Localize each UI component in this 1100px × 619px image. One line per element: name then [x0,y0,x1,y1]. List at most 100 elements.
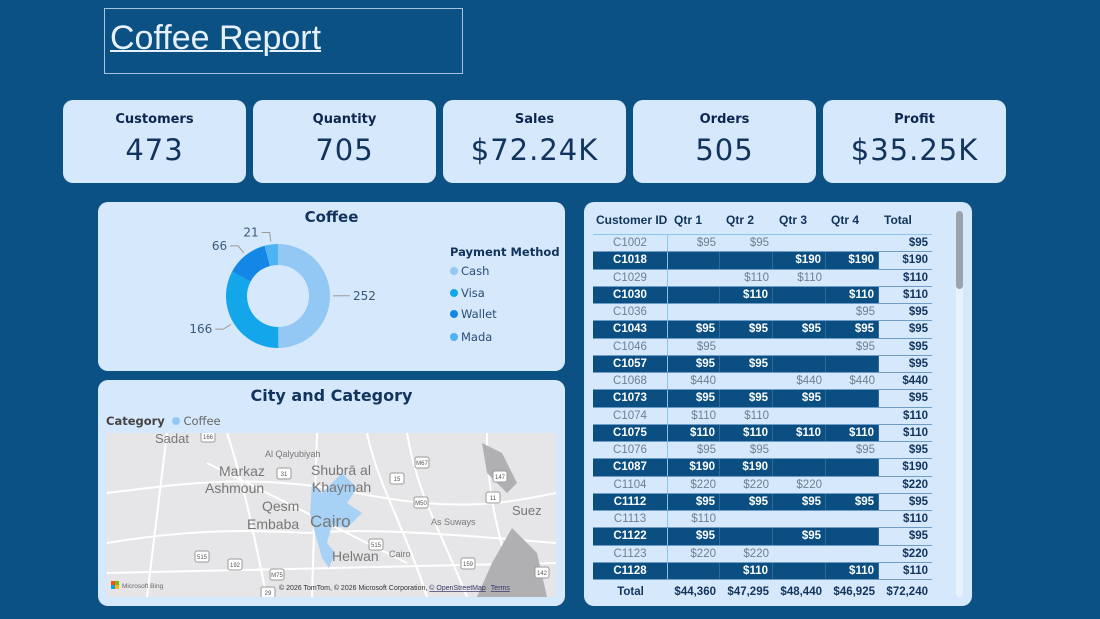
donut-slice-mada[interactable] [264,244,278,267]
legend-item-wallet[interactable]: Wallet [450,307,497,321]
svg-text:Microsoft Bing: Microsoft Bing [122,583,164,590]
qtr4-cell: $95 [855,444,875,456]
table-scrollbar-thumb[interactable] [956,211,963,289]
total-cell: $220 [902,478,928,491]
data-label: 21 [243,226,258,240]
map-coffee-region[interactable] [310,473,362,568]
table-row[interactable]: C1123 $220 $220 $220 [593,545,932,563]
svg-text:Embaba: Embaba [247,516,299,532]
svg-text:31: 31 [281,472,288,478]
map-legend-label: Category [106,414,165,428]
qtr1-cell [668,286,720,303]
qtr1-cell [668,562,720,579]
qtr4-cell: $95 [855,340,875,353]
legend-item-visa[interactable]: Visa [450,286,485,300]
svg-text:Helwan: Helwan [332,548,379,564]
column-header-customer-id[interactable]: Customer ID [596,213,668,227]
map-view[interactable]: Sadat Al Qalyubiyah Markaz Ashmoun Shubr… [107,433,556,597]
customer-id-cell: C1073 [593,390,668,407]
table-row[interactable]: C1030 $110 $110 $110 [593,286,932,304]
osm-link[interactable]: © OpenStreetMap [429,584,486,592]
qtr3-cell [773,355,826,372]
qtr3-cell [773,546,826,562]
qtr3-cell [773,339,826,355]
qtr1-cell: $44,360 [674,586,716,598]
legend-dot [450,310,458,318]
total-cell: $220 [902,547,928,560]
column-header-qtr1[interactable]: Qtr 1 [674,213,703,227]
table-row[interactable]: C1068 $440 $440 $440 $440 [593,373,932,391]
table-scrollbar-track[interactable] [956,211,963,597]
qtr3-cell: $95 [773,390,826,407]
customer-id-cell: C1123 [593,545,668,562]
table-row[interactable]: C1046 $95 $95 $95 [593,338,932,356]
column-header-qtr2[interactable]: Qtr 2 [726,213,755,227]
qtr4-cell [826,355,879,372]
donut-slice-visa[interactable] [226,271,279,348]
table-row[interactable]: C1076 $95 $95 $95 $95 [593,442,932,460]
report-title: Coffee Report [110,19,322,57]
table-row[interactable]: C1128 $110 $110 $110 [593,562,932,580]
qtr3-cell [773,442,826,458]
donut-slice-wallet[interactable] [232,245,270,282]
qtr2-cell: $95 [720,355,773,372]
column-header-qtr4[interactable]: Qtr 4 [831,213,860,227]
data-label: 66 [212,239,227,253]
kpi-value: $35.25K [850,133,979,167]
legend-dot [450,333,458,341]
map-labels: Sadat Al Qalyubiyah Markaz Ashmoun Shubr… [155,433,542,564]
table-row[interactable]: C1018 $190 $190 $190 [593,252,932,270]
table-row[interactable]: C1075 $110 $110 $110 $110 $110 [593,424,932,442]
table-row[interactable]: C1029 $110 $110 $110 [593,269,932,287]
svg-text:Al Qalyubiyah: Al Qalyubiyah [265,449,321,459]
customer-id-cell: C1030 [593,286,668,303]
data-label: 252 [353,289,376,303]
qtr3-cell: $440 [796,375,822,387]
table-total-row[interactable]: Total $44,360 $47,295 $48,440 $46,925 $72,240 [593,581,932,603]
table-row[interactable]: C1043 $95 $95 $95 $95 $95 [593,321,932,339]
svg-text:Ashmoun: Ashmoun [205,480,264,496]
total-cell: $110 [903,409,928,422]
qtr3-cell: $95 [773,321,826,338]
table-row[interactable]: C1036 $95 $95 [593,304,932,322]
qtr1-cell [668,270,720,286]
qtr4-cell [826,390,879,407]
map-legend-item: Coffee [183,414,221,428]
total-cell: $110 [903,288,928,301]
map-attribution: © 2026 TomTom, © 2026 Microsoft Corporat… [279,584,510,592]
svg-text:15: 15 [394,477,401,483]
donut-chart[interactable]: 252 166 66 21 [98,202,565,371]
table-row[interactable]: C1002 $95 $95 $95 [593,235,932,253]
column-header-qtr3[interactable]: Qtr 3 [779,213,808,227]
table-row[interactable]: C1087 $190 $190 $190 [593,459,932,477]
leader-line [261,232,272,242]
table-row[interactable]: C1122 $95 $95 $95 [593,528,932,546]
legend-item-mada[interactable]: Mada [450,330,492,344]
table-row[interactable]: C1057 $95 $95 $95 [593,355,932,373]
table-row[interactable]: C1073 $95 $95 $95 $95 [593,390,932,408]
total-cell: $95 [908,306,928,318]
total-cell: $110 [903,426,928,439]
qtr3-cell: $110 [773,424,826,441]
leader-line [215,324,232,330]
table-row[interactable]: C1113 $110 $110 [593,511,932,529]
qtr1-cell: $95 [668,390,720,407]
donut-slice-cash[interactable] [278,244,331,348]
total-cell: $95 [908,530,928,543]
table-row[interactable]: C1112 $95 $95 $95 $95 $95 [593,493,932,511]
terms-link[interactable]: Terms [491,585,511,592]
table-row[interactable]: C1104 $220 $220 $220 $220 [593,476,932,494]
svg-text:11: 11 [490,496,497,502]
total-cell: $95 [908,323,928,336]
svg-text:Cairo: Cairo [389,549,411,559]
table-row[interactable]: C1074 $110 $110 $110 [593,407,932,425]
kpi-card-orders: Orders 505 [633,100,816,183]
donut-chart-card[interactable]: Coffee [98,202,565,371]
qtr2-cell [720,373,773,389]
column-header-total[interactable]: Total [884,213,912,227]
legend-item-cash[interactable]: Cash [450,264,489,278]
customer-id-cell: C1074 [593,407,668,424]
svg-text:Cairo: Cairo [310,512,351,531]
qtr1-cell [668,304,720,320]
total-cell: $190 [902,461,928,474]
